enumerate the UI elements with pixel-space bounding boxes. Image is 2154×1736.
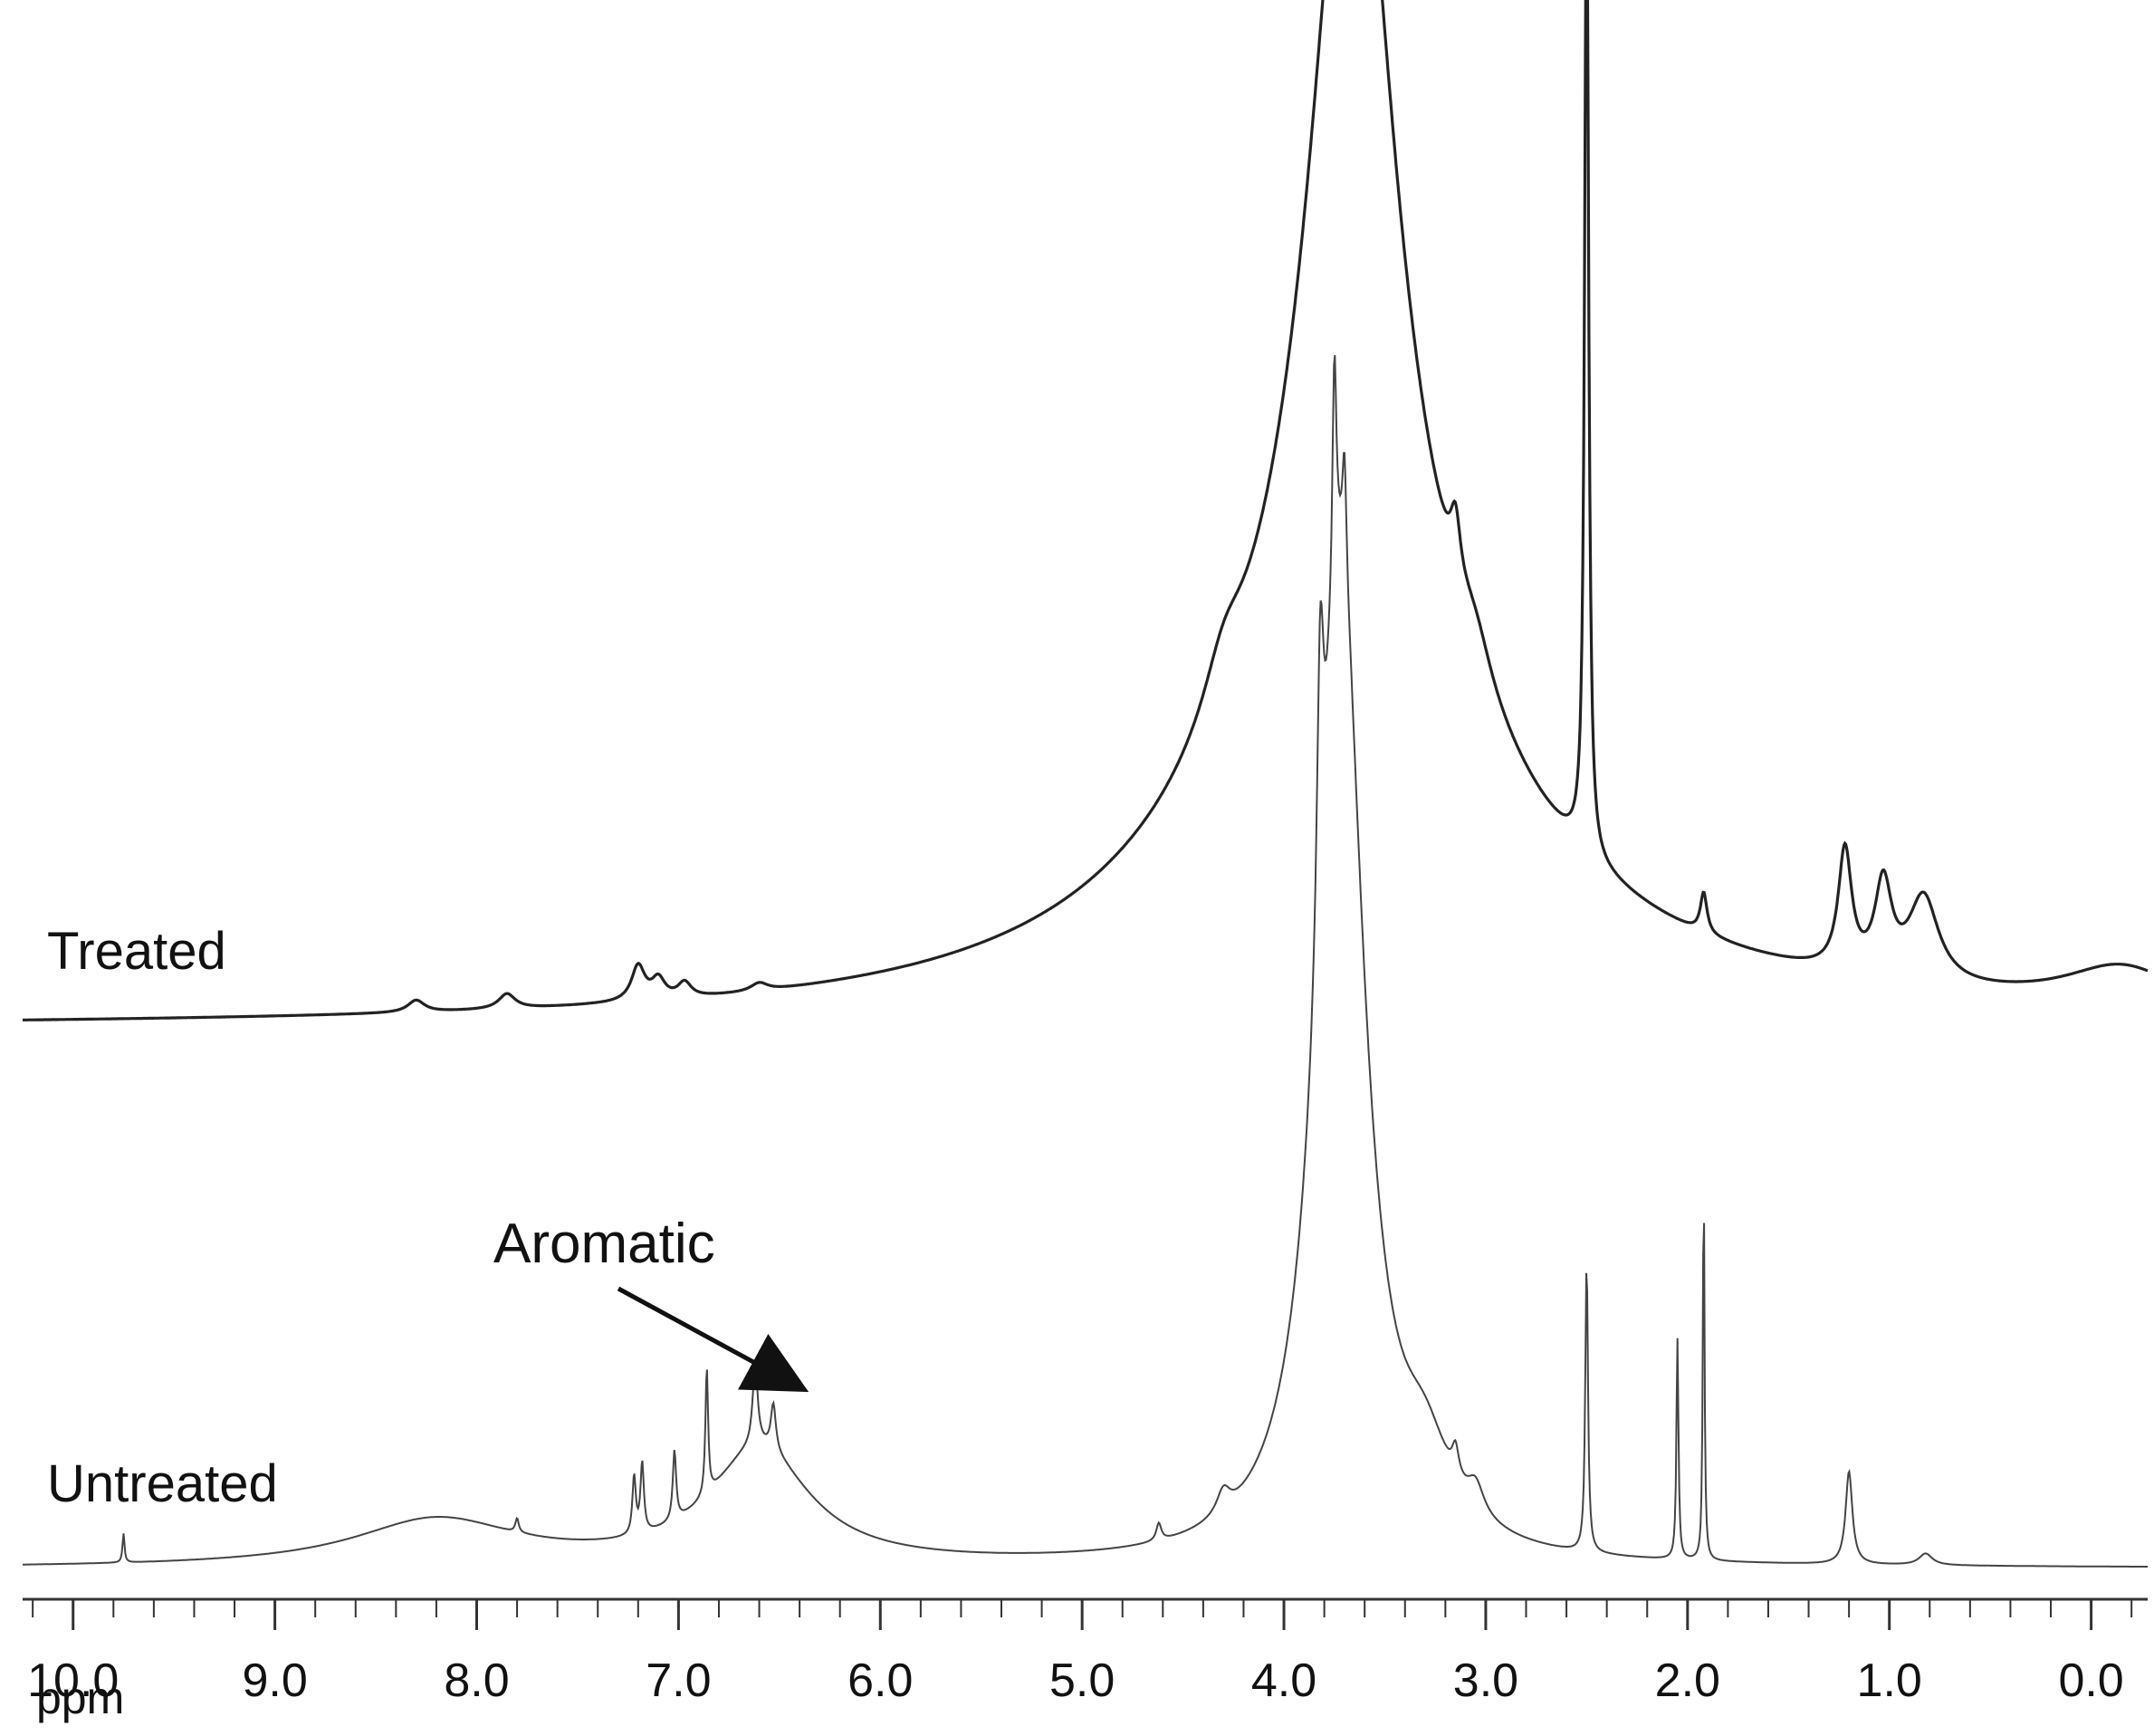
x-tick-label: 9.0: [242, 1654, 307, 1707]
aromatic-annotation-label: Aromatic: [493, 1213, 715, 1275]
spectra-group: [23, 0, 2149, 1568]
treated-label: Treated: [47, 922, 226, 981]
x-tick-label: 5.0: [1049, 1654, 1115, 1707]
x-tick-label: 8.0: [444, 1654, 509, 1707]
x-axis-ticks: 10.0 9.0 8.0 7.0 6.0 5.0 4.0 3.0 2.0 1.0 0.0: [27, 1599, 2133, 1707]
x-tick-label: 10.0: [27, 1654, 119, 1707]
x-tick-label: 0.0: [2058, 1654, 2123, 1707]
aromatic-annotation-arrow: [617, 1286, 809, 1393]
x-tick-label: 2.0: [1655, 1654, 1720, 1707]
x-tick-label: 7.0: [646, 1654, 711, 1707]
x-tick-label: 6.0: [847, 1654, 913, 1707]
spectrum-line-untreated: [23, 355, 2148, 1568]
x-tick-label: 4.0: [1251, 1654, 1316, 1707]
x-axis-unit-label: ppm: [36, 1673, 124, 1723]
x-tick-label: 3.0: [1453, 1654, 1518, 1707]
untreated-label: Untreated: [47, 1454, 278, 1513]
x-tick-label: 1.0: [1857, 1654, 1922, 1707]
spectrum-line-treated: [23, 0, 2149, 1021]
